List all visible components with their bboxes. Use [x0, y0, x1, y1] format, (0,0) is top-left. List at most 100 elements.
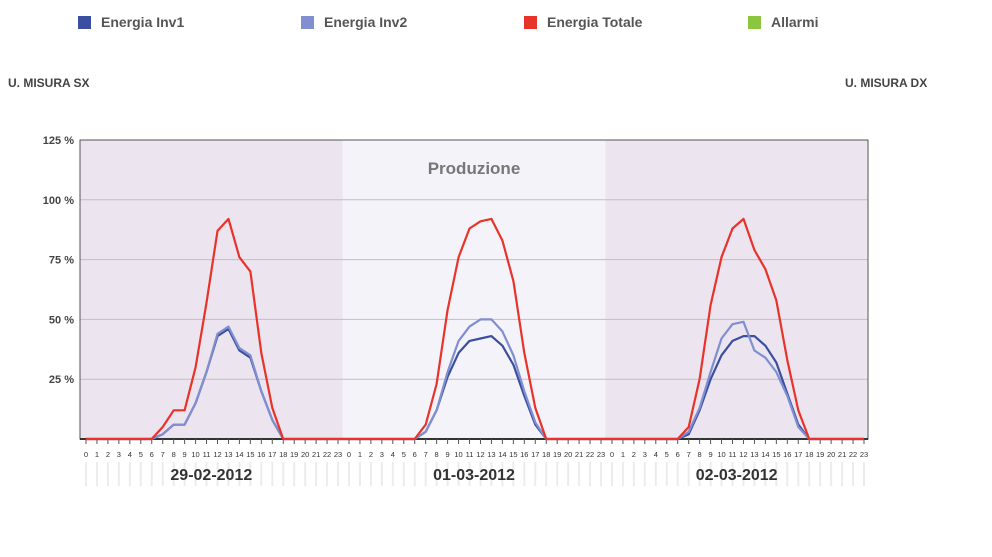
- x-tick-label: 4: [128, 450, 132, 459]
- x-tick-label: 10: [191, 450, 199, 459]
- x-tick-label: 8: [435, 450, 439, 459]
- x-tick-label: 5: [665, 450, 669, 459]
- x-tick-label: 18: [279, 450, 287, 459]
- x-tick-label: 7: [161, 450, 165, 459]
- x-tick-label: 21: [838, 450, 846, 459]
- x-tick-label: 2: [632, 450, 636, 459]
- x-tick-label: 13: [487, 450, 495, 459]
- legend-label-inv1: Energia Inv1: [101, 14, 185, 30]
- chart-legend: Energia Inv1 Energia Inv2 Energia Totale…: [0, 14, 992, 34]
- y-tick-label: 125 %: [43, 135, 74, 147]
- legend-item-alarms[interactable]: Allarmi: [748, 14, 818, 30]
- x-tick-label: 20: [827, 450, 835, 459]
- x-tick-label: 15: [509, 450, 517, 459]
- x-tick-label: 14: [235, 450, 243, 459]
- x-tick-label: 8: [172, 450, 176, 459]
- x-tick-label: 5: [402, 450, 406, 459]
- legend-swatch-inv2: [301, 15, 314, 29]
- legend-swatch-inv1: [78, 15, 91, 29]
- legend-label-total: Energia Totale: [547, 14, 643, 30]
- day-band-0: [80, 140, 343, 439]
- x-tick-label: 19: [553, 450, 561, 459]
- x-tick-label: 4: [391, 450, 395, 459]
- x-tick-label: 7: [424, 450, 428, 459]
- legend-label-alarms: Allarmi: [771, 14, 819, 30]
- x-tick-label: 7: [687, 450, 691, 459]
- x-tick-label: 9: [446, 450, 450, 459]
- x-tick-label: 11: [729, 450, 737, 459]
- x-tick-label: 13: [750, 450, 758, 459]
- x-tick-label: 12: [213, 450, 221, 459]
- x-tick-label: 19: [290, 450, 298, 459]
- chart-title: Produzione: [428, 159, 521, 178]
- x-tick-label: 23: [334, 450, 342, 459]
- x-tick-label: 2: [369, 450, 373, 459]
- x-tick-label: 22: [849, 450, 857, 459]
- y-tick-label: 100 %: [43, 195, 74, 207]
- x-tick-label: 4: [654, 450, 658, 459]
- x-tick-label: 20: [564, 450, 572, 459]
- x-tick-label: 15: [772, 450, 780, 459]
- x-tick-label: 17: [531, 450, 539, 459]
- x-tick-label: 21: [575, 450, 583, 459]
- x-tick-label: 16: [520, 450, 528, 459]
- x-tick-label: 0: [84, 450, 88, 459]
- x-tick-label: 3: [643, 450, 647, 459]
- x-tick-label: 2: [106, 450, 110, 459]
- x-tick-label: 1: [621, 450, 625, 459]
- x-tick-label: 22: [323, 450, 331, 459]
- legend-swatch-total: [524, 15, 537, 29]
- unit-right-label: U. MISURA DX: [845, 76, 928, 90]
- day-band-1: [342, 140, 606, 439]
- x-tick-label: 17: [268, 450, 276, 459]
- x-tick-label: 19: [816, 450, 824, 459]
- legend-label-inv2: Energia Inv2: [324, 14, 408, 30]
- x-tick-label: 10: [454, 450, 462, 459]
- y-tick-label: 50 %: [49, 314, 74, 326]
- legend-item-inv1[interactable]: Energia Inv1: [78, 14, 184, 30]
- x-tick-label: 6: [676, 450, 680, 459]
- x-tick-label: 22: [586, 450, 594, 459]
- legend-swatch-alarms: [748, 15, 761, 29]
- x-tick-label: 21: [312, 450, 320, 459]
- legend-item-total[interactable]: Energia Totale: [524, 14, 642, 30]
- day-label-1: 01-03-2012: [433, 467, 515, 484]
- unit-left-label: U. MISURA SX: [8, 76, 90, 90]
- x-tick-label: 20: [301, 450, 309, 459]
- x-tick-label: 3: [380, 450, 384, 459]
- x-tick-label: 5: [139, 450, 143, 459]
- x-tick-label: 9: [709, 450, 713, 459]
- y-tick-label: 75 %: [49, 255, 74, 267]
- x-tick-label: 23: [597, 450, 605, 459]
- day-band-2: [605, 140, 868, 439]
- x-tick-label: 6: [413, 450, 417, 459]
- y-tick-label: 25 %: [49, 374, 74, 386]
- series-line-energia-inv2: [86, 318, 864, 441]
- x-tick-label: 3: [117, 450, 121, 459]
- x-tick-label: 10: [717, 450, 725, 459]
- legend-item-inv2[interactable]: Energia Inv2: [301, 14, 407, 30]
- x-tick-label: 13: [224, 450, 232, 459]
- x-tick-label: 18: [542, 450, 550, 459]
- x-tick-label: 11: [203, 450, 211, 459]
- x-tick-label: 16: [257, 450, 265, 459]
- day-label-2: 02-03-2012: [696, 467, 778, 484]
- x-tick-label: 0: [610, 450, 614, 459]
- x-tick-label: 23: [860, 450, 868, 459]
- x-tick-label: 0: [347, 450, 351, 459]
- x-tick-label: 1: [358, 450, 362, 459]
- x-tick-label: 14: [498, 450, 506, 459]
- x-tick-label: 11: [466, 450, 474, 459]
- day-label-0: 29-02-2012: [170, 467, 252, 484]
- series-line-energia-totale: [86, 217, 864, 441]
- x-tick-label: 16: [783, 450, 791, 459]
- x-tick-label: 8: [698, 450, 702, 459]
- x-tick-label: 12: [476, 450, 484, 459]
- x-tick-label: 18: [805, 450, 813, 459]
- x-tick-label: 6: [150, 450, 154, 459]
- x-tick-label: 12: [739, 450, 747, 459]
- x-tick-label: 14: [761, 450, 769, 459]
- x-tick-label: 9: [183, 450, 187, 459]
- x-tick-label: 15: [246, 450, 254, 459]
- x-tick-label: 1: [95, 450, 99, 459]
